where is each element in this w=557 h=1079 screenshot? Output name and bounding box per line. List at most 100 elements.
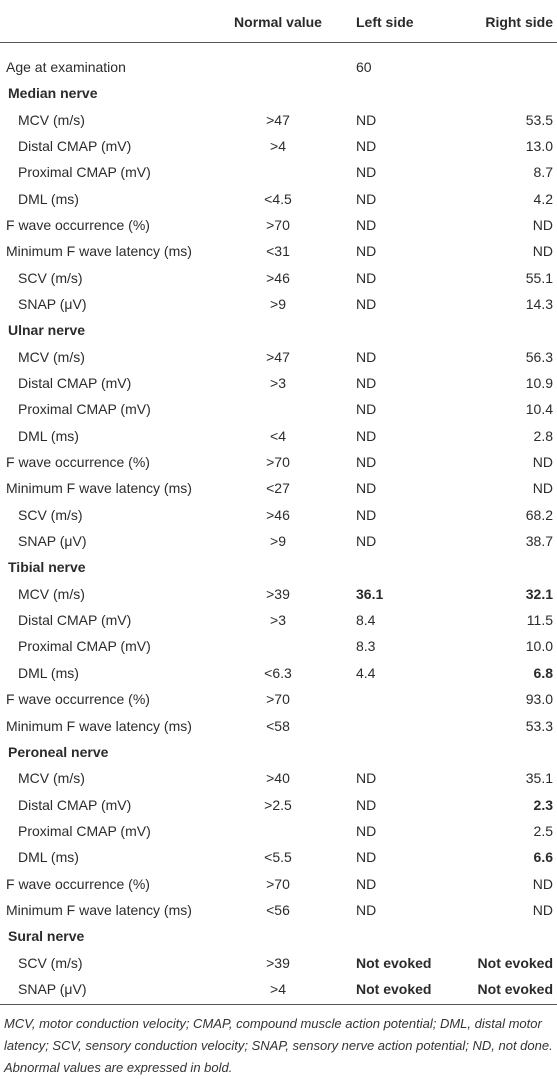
normal-value: <4: [270, 427, 286, 444]
row-label: DML (ms): [18, 849, 79, 866]
right-value: 53.3: [525, 717, 553, 734]
section-header: Sural nerve: [8, 928, 85, 945]
left-value: ND: [356, 796, 377, 813]
left-value: ND: [356, 506, 377, 523]
normal-value: <6.3: [264, 664, 292, 681]
row-label: MCV (m/s): [18, 770, 85, 787]
normal-value: >70: [266, 217, 290, 234]
row-label: MCV (m/s): [18, 111, 85, 128]
left-value: ND: [356, 480, 377, 497]
right-value: ND: [532, 454, 553, 471]
right-value: 68.2: [525, 506, 553, 523]
section-header: Peroneal nerve: [8, 743, 109, 760]
left-value: ND: [356, 427, 377, 444]
normal-value: >70: [266, 691, 290, 708]
left-value: 8.4: [356, 612, 376, 629]
row-label: Proximal CMAP (mV): [18, 638, 151, 655]
left-value: ND: [356, 401, 377, 418]
right-value: 53.5: [525, 111, 553, 128]
row-label: MCV (m/s): [18, 585, 85, 602]
left-value: ND: [356, 875, 377, 892]
normal-value: >2.5: [264, 796, 292, 813]
normal-value: >9: [270, 533, 286, 550]
left-value: ND: [356, 138, 377, 155]
row-label: F wave occurrence (%): [6, 217, 150, 234]
normal-value: <27: [266, 480, 290, 497]
left-value: ND: [356, 269, 377, 286]
row-label: Minimum F wave latency (ms): [6, 480, 192, 497]
right-value: 93.0: [525, 691, 553, 708]
row-label: Distal CMAP (mV): [18, 796, 132, 813]
row-label: MCV (m/s): [18, 348, 85, 365]
right-value: 35.1: [525, 770, 553, 787]
right-value: 6.8: [533, 664, 553, 681]
left-value: ND: [356, 533, 377, 550]
normal-value: >3: [270, 612, 286, 629]
left-value: 8.3: [356, 638, 376, 655]
left-value: ND: [356, 190, 377, 207]
left-value: ND: [356, 375, 377, 392]
left-value: ND: [356, 217, 377, 234]
left-value: ND: [356, 164, 377, 181]
left-value: ND: [356, 243, 377, 260]
right-value: 2.5: [533, 822, 553, 839]
normal-value: >4: [270, 980, 286, 997]
row-label: Proximal CMAP (mV): [18, 822, 151, 839]
right-value: 13.0: [525, 138, 553, 155]
normal-value: >46: [266, 269, 290, 286]
normal-value: >39: [266, 954, 290, 971]
normal-value: <56: [266, 901, 290, 918]
right-value: 6.6: [533, 849, 553, 866]
normal-value: <4.5: [264, 190, 292, 207]
column-header: Normal value: [234, 14, 322, 30]
normal-value: <31: [266, 243, 290, 260]
bottom-rule: [0, 1004, 557, 1005]
column-header: Right side: [485, 14, 553, 30]
row-label: SCV (m/s): [18, 269, 83, 286]
right-value: 38.7: [525, 533, 553, 550]
right-value: Not evoked: [477, 954, 553, 971]
left-value: 36.1: [356, 585, 384, 602]
normal-value: >47: [266, 111, 290, 128]
row-label: SCV (m/s): [18, 506, 83, 523]
row-label: Proximal CMAP (mV): [18, 164, 151, 181]
right-value: 8.7: [533, 164, 553, 181]
row-label: F wave occurrence (%): [6, 454, 150, 471]
normal-value: >39: [266, 585, 290, 602]
normal-value: <58: [266, 717, 290, 734]
right-value: ND: [532, 901, 553, 918]
normal-value: >70: [266, 875, 290, 892]
right-value: 2.3: [533, 796, 553, 813]
normal-value: >47: [266, 348, 290, 365]
right-value: 10.9: [525, 375, 553, 392]
normal-value: >46: [266, 506, 290, 523]
normal-value: >9: [270, 296, 286, 313]
normal-value: >3: [270, 375, 286, 392]
left-value: 60: [356, 59, 372, 75]
header-rule: [0, 42, 557, 43]
left-value: ND: [356, 901, 377, 918]
normal-value: >40: [266, 770, 290, 787]
section-header: Ulnar nerve: [8, 322, 86, 339]
right-value: ND: [532, 243, 553, 260]
right-value: 55.1: [525, 269, 553, 286]
row-label: DML (ms): [18, 427, 79, 444]
left-value: ND: [356, 770, 377, 787]
row-label: Minimum F wave latency (ms): [6, 243, 192, 260]
row-label: F wave occurrence (%): [6, 875, 150, 892]
row-label: Distal CMAP (mV): [18, 375, 132, 392]
column-header: Left side: [356, 14, 414, 30]
left-value: ND: [356, 849, 377, 866]
right-value: 4.2: [533, 190, 553, 207]
right-value: 2.8: [533, 427, 553, 444]
section-header: Median nerve: [8, 85, 98, 102]
normal-value: >70: [266, 454, 290, 471]
right-value: 10.4: [525, 401, 553, 418]
row-label: SNAP (μV): [18, 296, 87, 313]
row-label: Proximal CMAP (mV): [18, 401, 151, 418]
left-value: ND: [356, 111, 377, 128]
row-label: F wave occurrence (%): [6, 691, 150, 708]
left-value: Not evoked: [356, 980, 432, 997]
footnote: MCV, motor conduction velocity; CMAP, co…: [4, 1016, 553, 1075]
